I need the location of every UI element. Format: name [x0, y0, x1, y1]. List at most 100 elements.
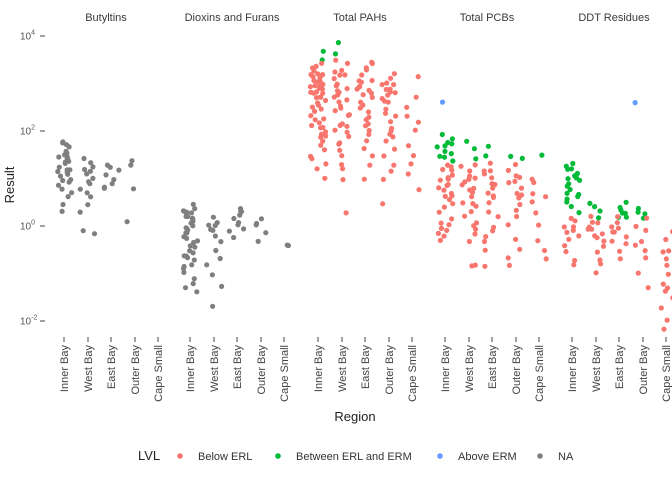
data-point — [441, 187, 447, 193]
data-point — [617, 248, 623, 254]
data-point — [561, 224, 567, 230]
x-tick-label: Outer Bay — [638, 345, 650, 395]
data-point — [366, 131, 372, 137]
data-point — [576, 191, 582, 198]
data-point — [192, 244, 198, 250]
data-point — [369, 60, 375, 67]
data-point — [219, 283, 225, 289]
data-point — [664, 317, 670, 323]
data-point — [311, 68, 317, 74]
data-point — [568, 215, 574, 221]
data-point — [489, 175, 495, 181]
data-point — [483, 153, 489, 159]
data-point — [531, 179, 537, 186]
data-point — [642, 211, 648, 217]
data-point — [320, 138, 326, 144]
data-point — [184, 230, 190, 236]
y-axis: 10-2 100 102 104 — [20, 30, 45, 328]
data-point — [336, 99, 342, 105]
data-point — [212, 233, 218, 239]
legend-key — [275, 453, 281, 459]
data-point — [483, 234, 489, 240]
data-point — [450, 158, 456, 164]
x-tick-label: Inner Bay — [567, 345, 579, 393]
data-point — [322, 97, 329, 104]
data-point — [543, 194, 549, 200]
data-point — [241, 226, 247, 232]
data-point — [444, 182, 450, 189]
data-point — [238, 208, 244, 214]
legend-label: Between ERL and ERM — [296, 451, 412, 463]
data-point — [204, 262, 210, 268]
data-point — [467, 187, 473, 193]
data-point — [485, 190, 491, 196]
data-point — [481, 168, 487, 174]
data-point — [490, 193, 496, 199]
x-tick-label: East Bay — [360, 345, 372, 390]
data-point — [492, 181, 498, 188]
data-point — [562, 243, 568, 249]
data-point — [390, 134, 396, 140]
data-point — [60, 139, 66, 145]
data-point — [382, 110, 389, 116]
data-point — [393, 113, 399, 119]
data-point — [317, 78, 323, 84]
data-point — [517, 246, 523, 252]
data-point — [435, 230, 441, 236]
data-point — [472, 231, 478, 237]
data-point — [226, 228, 232, 234]
data-point — [471, 146, 477, 152]
x-tick-label: West Bay — [591, 345, 603, 392]
data-point — [361, 176, 367, 182]
data-point — [472, 262, 478, 268]
data-point — [367, 162, 373, 168]
data-point — [64, 169, 70, 175]
data-point — [434, 144, 440, 150]
data-point — [368, 90, 374, 96]
data-point — [601, 238, 607, 244]
data-point — [231, 234, 237, 241]
legend-key — [177, 453, 183, 459]
data-point — [529, 199, 535, 205]
data-point — [440, 166, 446, 173]
data-point — [362, 123, 369, 129]
data-point — [543, 256, 549, 262]
data-point — [90, 175, 96, 181]
data-point — [194, 289, 200, 295]
data-point — [389, 125, 395, 131]
data-point — [210, 214, 216, 220]
data-point — [596, 215, 602, 221]
data-point — [124, 219, 130, 225]
data-point — [519, 155, 525, 161]
data-point — [599, 231, 605, 237]
data-point — [563, 249, 569, 255]
data-point — [85, 202, 91, 208]
x-tick-label: Cape Small — [534, 345, 546, 402]
data-point — [66, 179, 72, 185]
data-point — [609, 238, 615, 244]
data-point — [191, 239, 197, 246]
data-point — [209, 272, 215, 278]
data-point — [387, 86, 393, 92]
data-point — [448, 151, 454, 157]
data-point — [312, 117, 318, 123]
data-point — [339, 162, 345, 168]
data-point — [206, 222, 212, 228]
data-point — [466, 176, 472, 182]
data-point — [643, 255, 649, 261]
data-point — [109, 181, 115, 187]
data-point — [318, 106, 324, 112]
data-point — [594, 235, 600, 241]
data-point — [69, 190, 75, 196]
data-point — [237, 212, 243, 218]
data-point — [82, 166, 88, 173]
data-point — [410, 153, 417, 159]
data-point — [191, 276, 197, 282]
data-point — [505, 167, 511, 173]
data-point — [183, 225, 189, 231]
data-point — [449, 136, 455, 142]
data-point — [361, 145, 367, 152]
data-point — [344, 97, 350, 103]
data-point — [437, 177, 443, 183]
data-point — [190, 250, 196, 256]
